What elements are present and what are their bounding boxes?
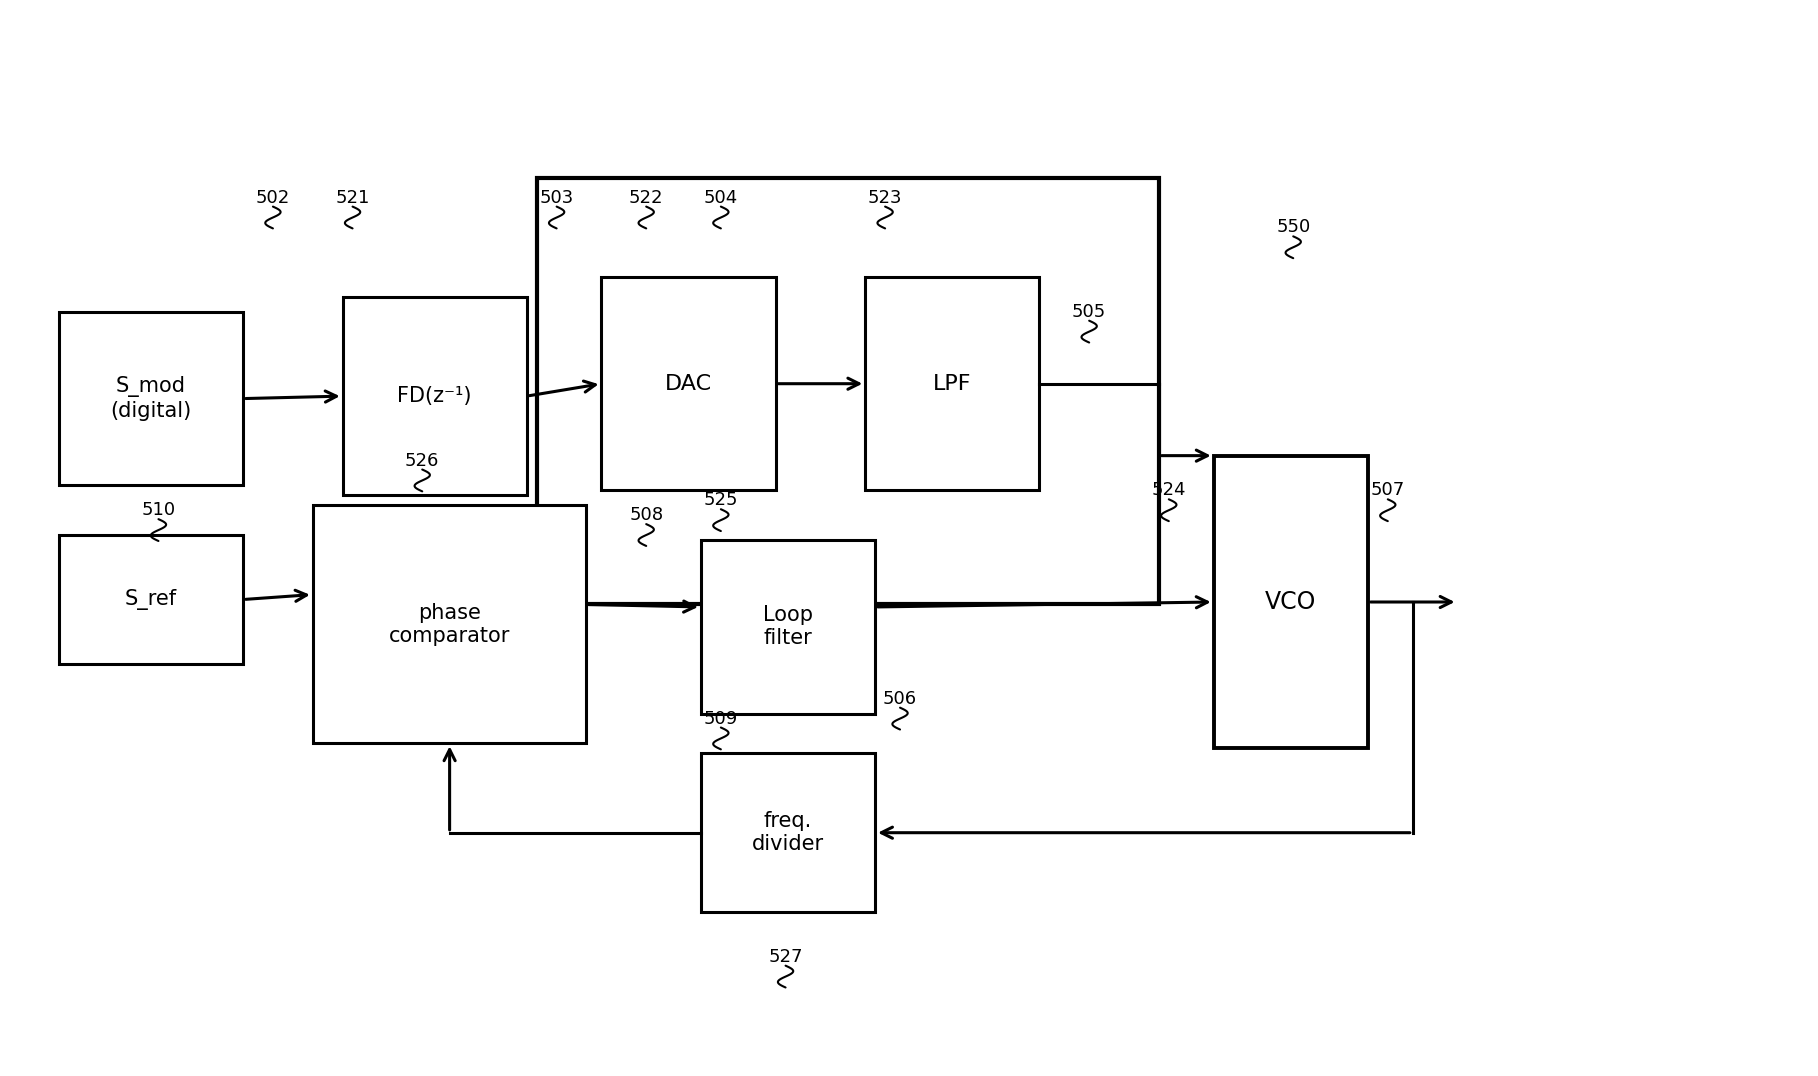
Bar — [865, 277, 1040, 491]
Text: S_ref: S_ref — [125, 589, 176, 610]
Bar — [58, 312, 244, 485]
Bar — [313, 506, 587, 744]
Text: LPF: LPF — [933, 373, 971, 394]
Bar — [702, 540, 874, 713]
Text: 527: 527 — [769, 948, 804, 966]
Text: FD(z⁻¹): FD(z⁻¹) — [398, 386, 473, 406]
Text: 524: 524 — [1151, 481, 1185, 499]
Text: 508: 508 — [629, 506, 664, 524]
Text: 526: 526 — [405, 452, 440, 469]
Text: 506: 506 — [884, 690, 916, 708]
Text: 504: 504 — [704, 188, 738, 207]
Text: 507: 507 — [1371, 481, 1405, 499]
Text: 525: 525 — [704, 492, 738, 509]
Text: 550: 550 — [1276, 218, 1311, 237]
Text: phase
comparator: phase comparator — [389, 603, 511, 646]
Text: 503: 503 — [540, 188, 574, 207]
Bar — [342, 297, 527, 495]
Text: S_mod
(digital): S_mod (digital) — [111, 377, 191, 421]
Text: 510: 510 — [142, 501, 176, 520]
Text: 521: 521 — [335, 188, 369, 207]
Text: DAC: DAC — [665, 373, 713, 394]
Bar — [1214, 455, 1367, 749]
Text: 523: 523 — [867, 188, 902, 207]
Text: VCO: VCO — [1265, 590, 1316, 614]
Text: 502: 502 — [256, 188, 291, 207]
Bar — [602, 277, 776, 491]
Text: 522: 522 — [629, 188, 664, 207]
Text: Loop
filter: Loop filter — [764, 605, 813, 649]
Bar — [702, 753, 874, 912]
Bar — [58, 535, 244, 664]
Text: 509: 509 — [704, 709, 738, 727]
Text: freq.
divider: freq. divider — [753, 811, 824, 854]
Text: 505: 505 — [1073, 302, 1107, 321]
Bar — [536, 178, 1158, 605]
